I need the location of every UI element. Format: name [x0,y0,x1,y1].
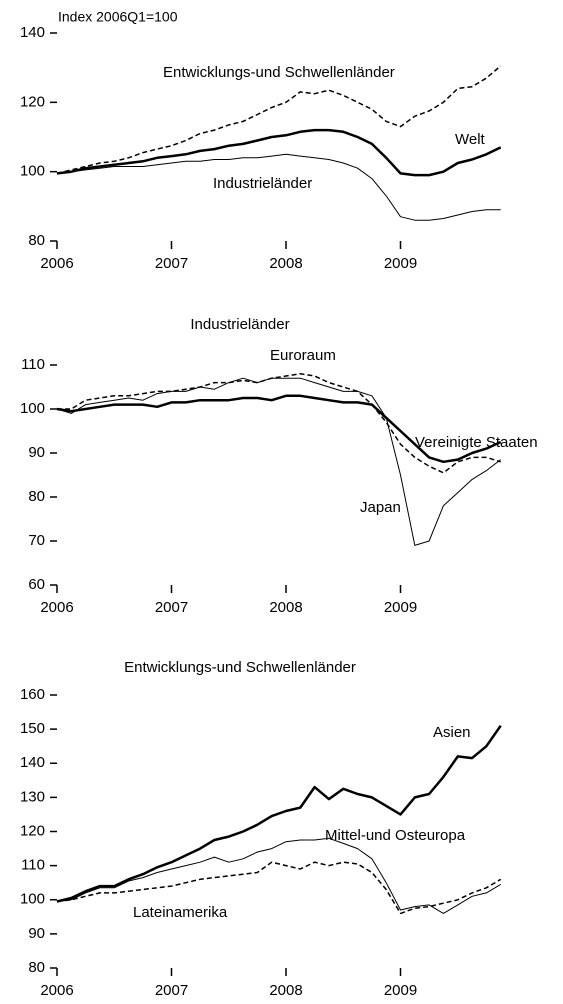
x-tick-label: 2007 [155,982,188,999]
y-tick-label: 140 [20,754,45,771]
x-tick-label: 2008 [269,599,302,616]
series-line [56,394,502,464]
series-line [56,65,502,175]
series-line [56,837,501,914]
series-label: Asien [433,724,471,741]
y-tick-label: 100 [20,891,45,908]
panel-title: Entwicklungs-und Schwellenländer [124,659,356,676]
y-axis-label: Index 2006Q1=100 [58,9,178,25]
series-line [56,861,502,915]
y-tick-label: 80 [28,488,45,505]
x-tick-label: 2007 [155,599,188,616]
series-label: Mittel-und Osteuropa [325,827,466,844]
y-tick-label: 80 [28,959,45,976]
y-tick-label: 80 [28,232,45,249]
series-label: Japan [360,499,401,516]
y-tick-label: 120 [20,822,45,839]
y-tick-label: 130 [20,788,45,805]
x-tick-label: 2009 [384,255,417,272]
y-tick-label: 150 [20,720,45,737]
y-tick-label: 100 [20,400,45,417]
x-tick-label: 2007 [155,255,188,272]
series-line [56,128,502,177]
y-tick-label: 90 [28,925,45,942]
x-tick-label: 2006 [40,255,73,272]
series-line [56,724,502,903]
y-tick-label: 110 [21,857,45,874]
x-tick-label: 2006 [40,982,73,999]
y-tick-label: 110 [21,356,45,373]
y-tick-label: 60 [28,576,45,593]
x-tick-label: 2008 [269,982,302,999]
panel-title: Industrieländer [190,316,289,333]
series-label: Industrieländer [213,175,312,192]
series-label: Euroraum [270,347,336,364]
x-tick-label: 2008 [269,255,302,272]
series-label: Vereinigte Staaten [415,434,538,451]
y-tick-label: 140 [20,24,45,41]
series-label: Lateinamerika [133,904,228,921]
y-tick-label: 90 [28,444,45,461]
x-tick-label: 2006 [40,599,73,616]
series-line [56,377,502,546]
series-label: Welt [455,131,486,148]
y-tick-label: 100 [20,163,45,180]
y-tick-label: 120 [20,93,45,110]
y-tick-label: 70 [28,532,45,549]
series-line [56,153,501,221]
x-tick-label: 2009 [384,982,417,999]
series-line [57,373,501,474]
y-tick-label: 160 [20,686,45,703]
x-tick-label: 2009 [384,599,417,616]
series-label: Entwicklungs-und Schwellenländer [163,64,395,81]
